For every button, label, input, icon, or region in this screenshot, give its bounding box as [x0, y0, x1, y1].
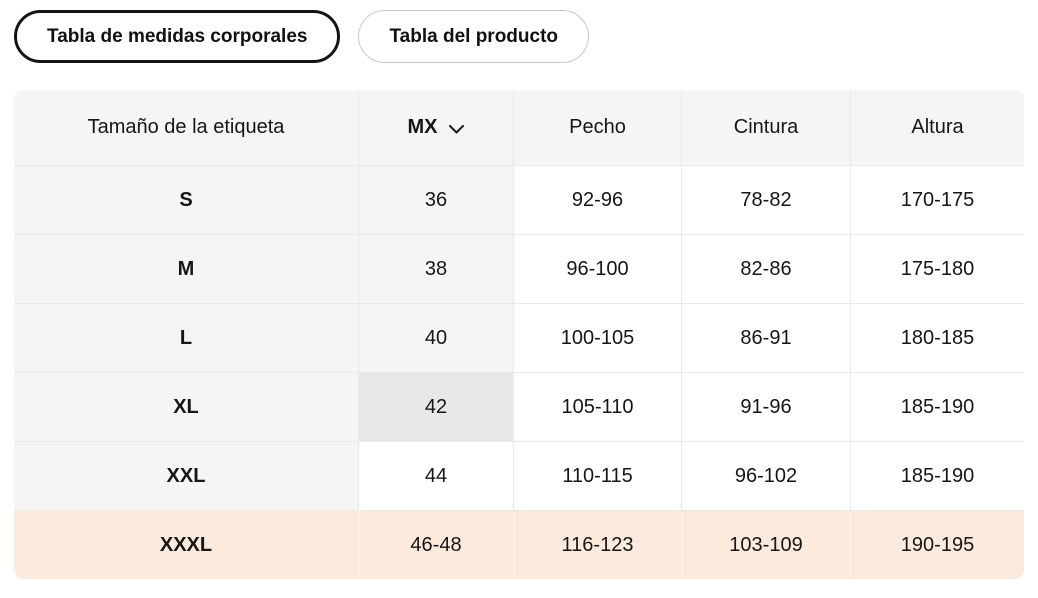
altura-cell: 175-180	[850, 235, 1024, 303]
mx-value-cell: 38	[358, 235, 513, 303]
column-header-cintura: Cintura	[681, 90, 850, 165]
column-header-altura: Altura	[850, 90, 1024, 165]
altura-cell: 190-195	[850, 511, 1024, 579]
size-label-cell: M	[14, 235, 358, 303]
pecho-cell: 110-115	[513, 442, 681, 510]
size-label-cell: L	[14, 304, 358, 372]
mx-value-cell: 46-48	[358, 511, 513, 579]
table-row: XXXL 46-48 116-123 103-109 190-195	[14, 510, 1024, 579]
size-label-cell: XL	[14, 373, 358, 441]
altura-cell: 170-175	[850, 166, 1024, 234]
pecho-cell: 100-105	[513, 304, 681, 372]
table-row: XL 42 105-110 91-96 185-190	[14, 372, 1024, 441]
cintura-cell: 103-109	[681, 511, 850, 579]
altura-cell: 185-190	[850, 442, 1024, 510]
column-header-pecho: Pecho	[513, 90, 681, 165]
cintura-cell: 82-86	[681, 235, 850, 303]
table-row: XXL 44 110-115 96-102 185-190	[14, 441, 1024, 510]
mx-value-cell: 42	[358, 373, 513, 441]
tab-body-measurements[interactable]: Tabla de medidas corporales	[14, 10, 341, 63]
pecho-cell: 116-123	[513, 511, 681, 579]
altura-cell: 180-185	[850, 304, 1024, 372]
size-system-value: MX	[407, 116, 438, 138]
pecho-cell: 92-96	[513, 166, 681, 234]
cintura-cell: 78-82	[681, 166, 850, 234]
pecho-cell: 96-100	[513, 235, 681, 303]
table-row: S 36 92-96 78-82 170-175	[14, 165, 1024, 234]
size-table-body: S 36 92-96 78-82 170-175 M 38 96-100 82-86 175-18…	[14, 165, 1024, 579]
cintura-cell: 91-96	[681, 373, 850, 441]
mx-value-cell: 36	[358, 166, 513, 234]
column-header-label-size: Tamaño de la etiqueta	[14, 90, 358, 165]
cintura-cell: 96-102	[681, 442, 850, 510]
size-label-cell: XXL	[14, 442, 358, 510]
table-row: L 40 100-105 86-91 180-185	[14, 303, 1024, 372]
size-guide-panel: Tabla de medidas corporales Tabla del pr…	[14, 10, 1024, 579]
pecho-cell: 105-110	[513, 373, 681, 441]
size-table-header: Tamaño de la etiqueta MX Pecho Cintura A…	[14, 90, 1024, 165]
altura-cell: 185-190	[850, 373, 1024, 441]
cintura-cell: 86-91	[681, 304, 850, 372]
table-row: M 38 96-100 82-86 175-180	[14, 234, 1024, 303]
size-table: Tamaño de la etiqueta MX Pecho Cintura A…	[14, 90, 1024, 579]
size-chart-tabs: Tabla de medidas corporales Tabla del pr…	[14, 10, 1024, 63]
tab-product-measurements[interactable]: Tabla del producto	[358, 10, 590, 63]
size-system-dropdown[interactable]: MX	[358, 90, 513, 165]
mx-value-cell: 44	[358, 442, 513, 510]
mx-value-cell: 40	[358, 304, 513, 372]
size-label-cell: S	[14, 166, 358, 234]
chevron-down-icon	[448, 118, 465, 141]
size-label-cell: XXXL	[14, 511, 358, 579]
